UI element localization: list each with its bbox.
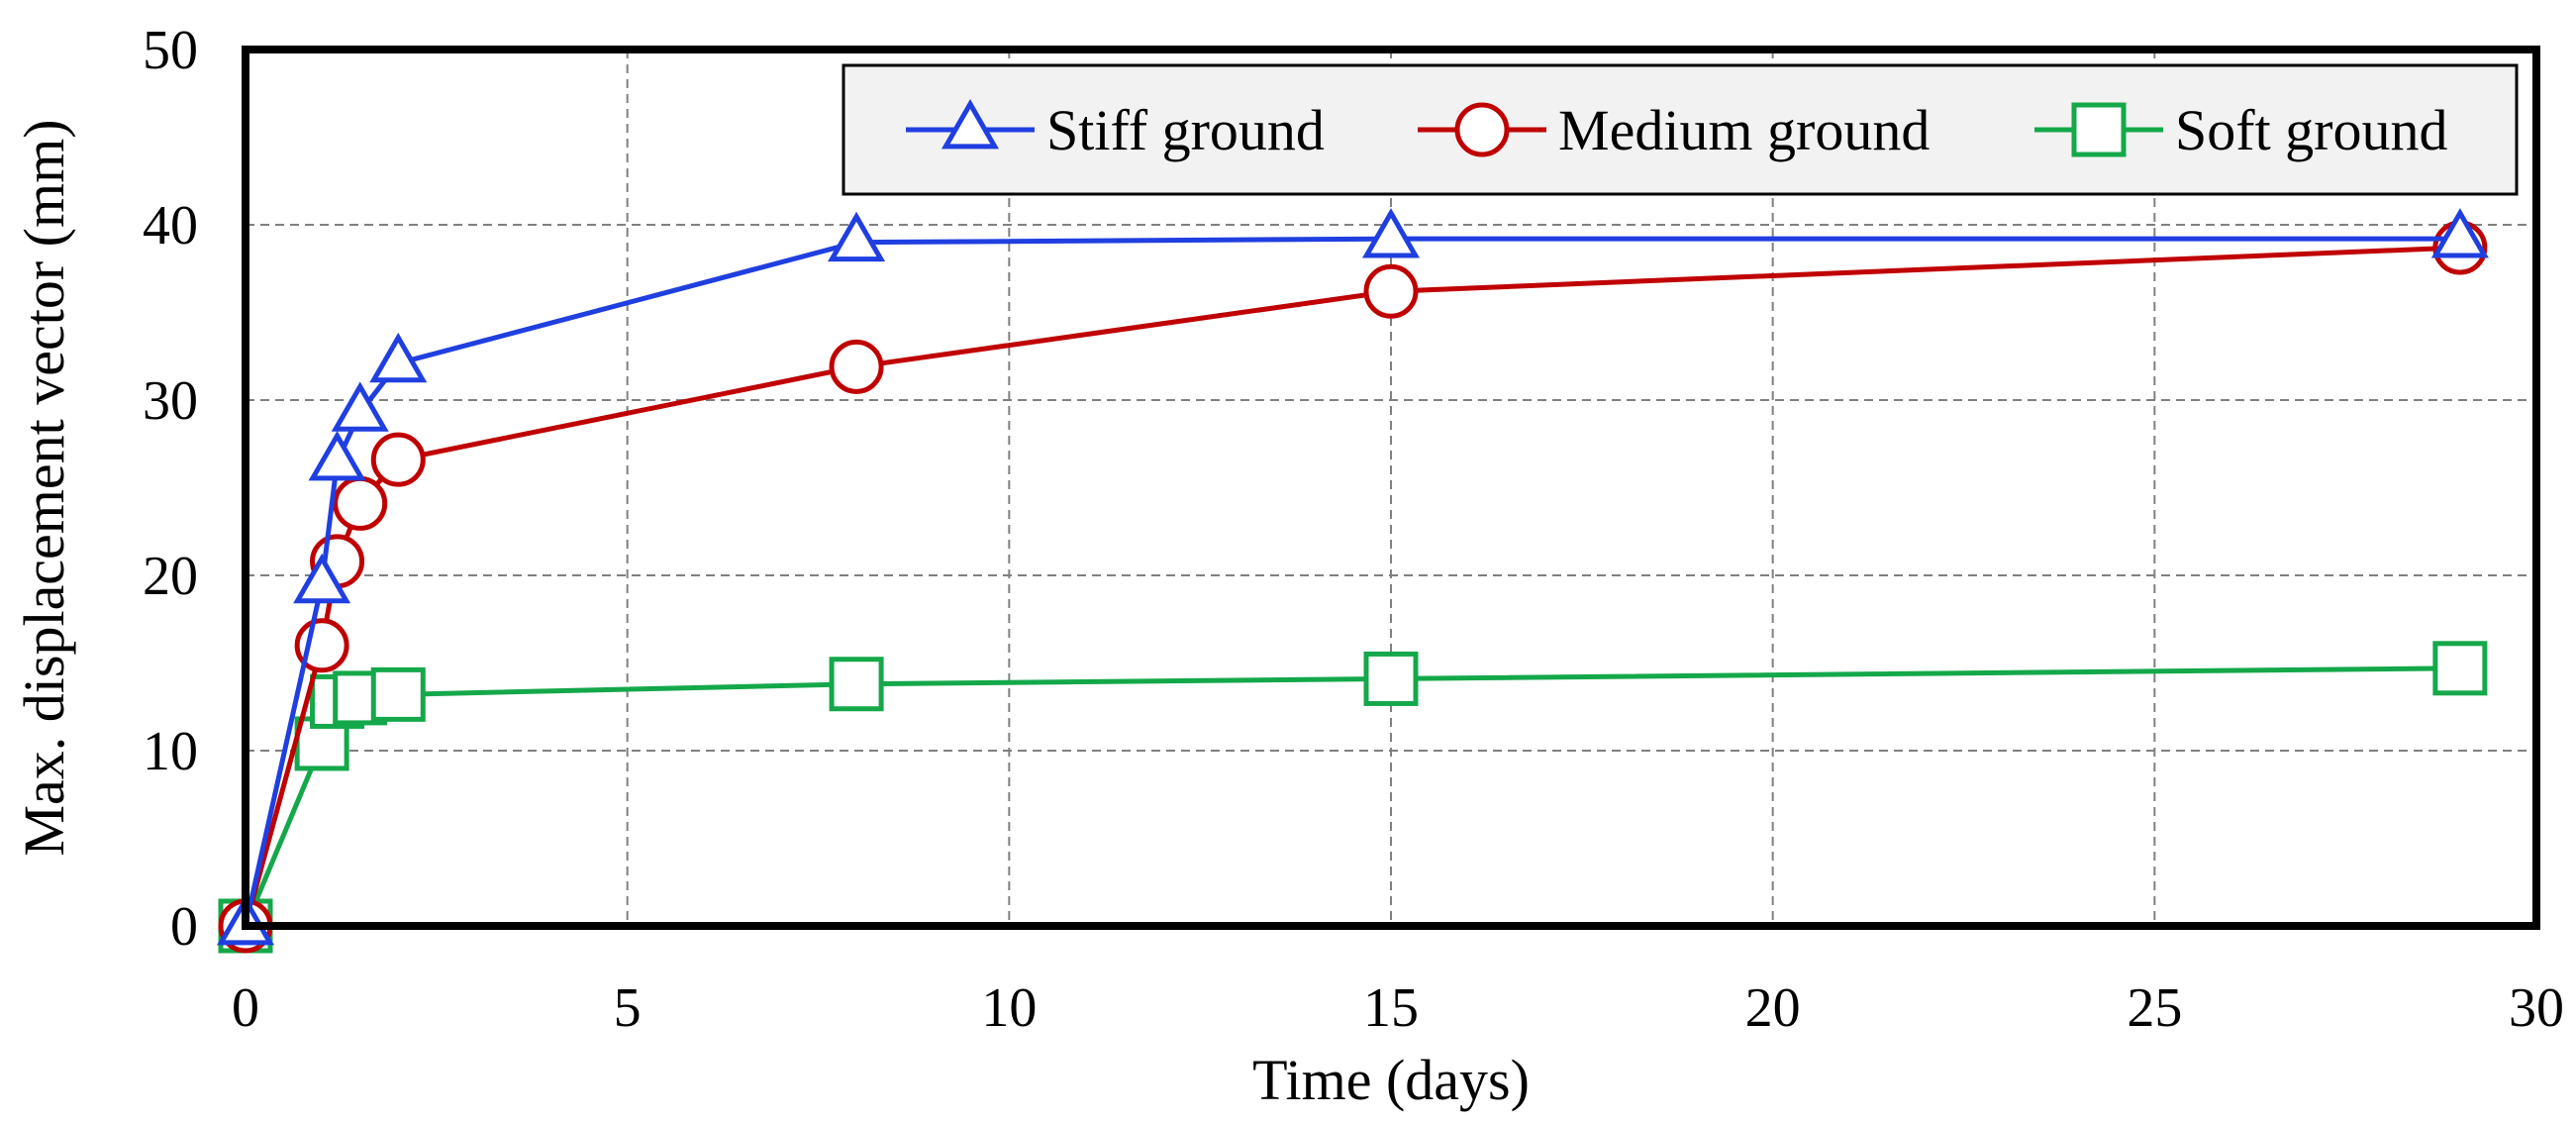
- x-tick-label: 0: [232, 977, 259, 1039]
- data-point: [1363, 651, 1419, 706]
- series-layer: [216, 208, 2489, 954]
- data-point: [333, 475, 388, 531]
- x-axis-title: Time (days): [1252, 1048, 1530, 1112]
- data-point: [331, 381, 389, 432]
- data-point: [828, 211, 886, 262]
- y-tick-label: 50: [143, 20, 198, 81]
- legend-marker: [1454, 102, 1510, 157]
- x-tick-label: 20: [1745, 977, 1801, 1039]
- series-stiff-ground: [216, 208, 2489, 946]
- legend-label: Stiff ground: [1046, 98, 1325, 162]
- legend-entry: Medium ground: [1418, 98, 1930, 162]
- data-point: [293, 553, 351, 604]
- y-tick-label: 30: [143, 370, 198, 432]
- series-line: [243, 236, 2460, 927]
- legend-box: [842, 63, 2519, 196]
- legend-label: Soft ground: [2175, 98, 2448, 162]
- legend-entry: Stiff ground: [906, 98, 1325, 162]
- x-tick-label: 25: [2127, 977, 2182, 1039]
- y-axis-title: Max. displacement vector (mm): [12, 119, 76, 856]
- data-point: [2430, 208, 2489, 258]
- legend-label: Medium ground: [1558, 98, 1930, 162]
- data-point: [370, 432, 426, 487]
- legend: Stiff ground Medium ground Soft ground: [842, 63, 2519, 196]
- data-point: [1361, 208, 1421, 258]
- x-tick-label: 5: [614, 977, 642, 1039]
- x-tick-label: 15: [1363, 977, 1419, 1039]
- data-point: [1363, 263, 1419, 319]
- y-tick-label: 40: [143, 195, 198, 256]
- data-point: [2432, 641, 2488, 696]
- data-point: [369, 332, 428, 383]
- legend-marker: [2071, 102, 2127, 157]
- x-tick-label: 10: [981, 977, 1037, 1039]
- tick-labels: 0 5 10 15 20 25 30 0 10 20 30 40 50: [143, 20, 2564, 1039]
- data-point: [829, 657, 884, 712]
- plot-frame: [242, 46, 2540, 930]
- y-tick-label: 20: [143, 546, 198, 607]
- series-soft-ground: [218, 641, 2488, 954]
- legend-marker: [941, 98, 1000, 150]
- x-tick-label: 30: [2509, 977, 2564, 1039]
- y-tick-label: 0: [170, 896, 198, 958]
- data-point: [308, 430, 366, 481]
- y-tick-label: 10: [143, 721, 198, 782]
- series-line: [243, 245, 2460, 927]
- data-point: [829, 339, 884, 394]
- legend-entry: Soft ground: [2034, 98, 2448, 162]
- legend-entries: Stiff ground Medium ground Soft ground: [906, 98, 2448, 162]
- data-point: [370, 666, 426, 722]
- series-line: [243, 665, 2460, 927]
- series-medium-ground: [218, 220, 2488, 954]
